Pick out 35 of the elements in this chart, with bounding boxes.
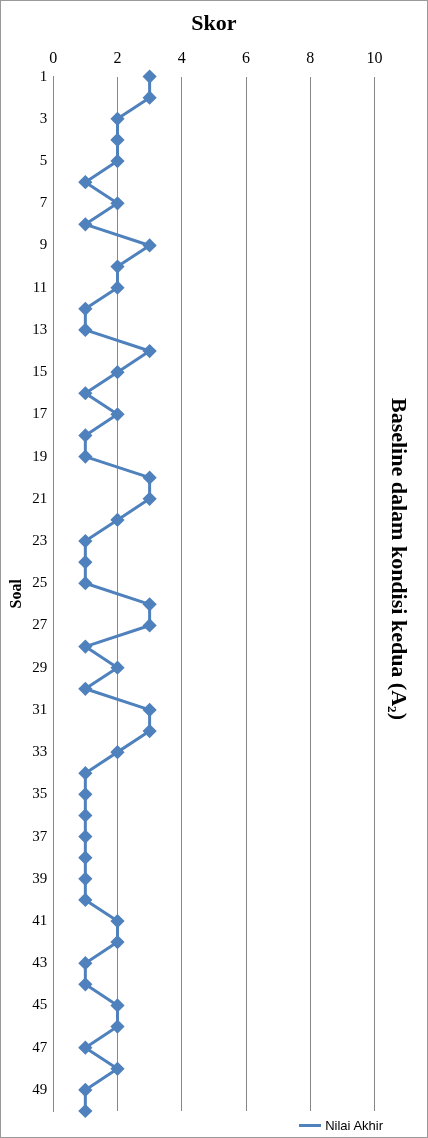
y-tick-label: 23: [32, 531, 48, 548]
y-tick-label: 33: [32, 743, 48, 760]
y-tick-label: 13: [32, 320, 48, 337]
x-tick-label: 8: [306, 49, 315, 67]
y-tick-label: 45: [32, 996, 48, 1013]
y-tick-label: 27: [32, 616, 48, 633]
y-tick-label: 9: [39, 236, 48, 253]
y-tick-label: 31: [32, 700, 48, 717]
y-tick-label: 47: [32, 1038, 48, 1055]
y-tick-label: 17: [32, 405, 48, 422]
x-axis-title: Skor: [191, 9, 237, 35]
y-tick-label: 11: [32, 278, 48, 295]
y-tick-label: 39: [32, 869, 48, 886]
y-tick-label: 21: [32, 489, 48, 506]
y-tick-label: 3: [39, 109, 48, 126]
x-tick-label: 6: [242, 49, 251, 67]
y-tick-label: 7: [39, 194, 48, 211]
x-tick-label: 10: [366, 49, 383, 67]
x-tick-label: 0: [49, 49, 58, 67]
y-tick-label: 43: [32, 954, 48, 971]
y-tick-label: 37: [32, 827, 48, 844]
legend-label: Nilai Akhir: [325, 1118, 383, 1133]
y-tick-label: 29: [32, 658, 48, 675]
y-tick-label: 25: [32, 574, 48, 591]
y-tick-label: 49: [32, 1080, 48, 1097]
x-tick-label: 2: [113, 49, 122, 67]
y-tick-label: 15: [32, 363, 48, 380]
y-axis-title: Soal: [6, 578, 24, 609]
y-tick-label: 19: [32, 447, 48, 464]
y-tick-label: 5: [39, 151, 48, 168]
y-tick-label: 41: [32, 911, 48, 928]
y-tick-label: 35: [32, 785, 48, 802]
text: Baseline dalam kondisi kedua (A₂): [387, 398, 413, 720]
y-tick-label: 1: [39, 67, 48, 84]
x-tick-label: 4: [177, 49, 186, 67]
